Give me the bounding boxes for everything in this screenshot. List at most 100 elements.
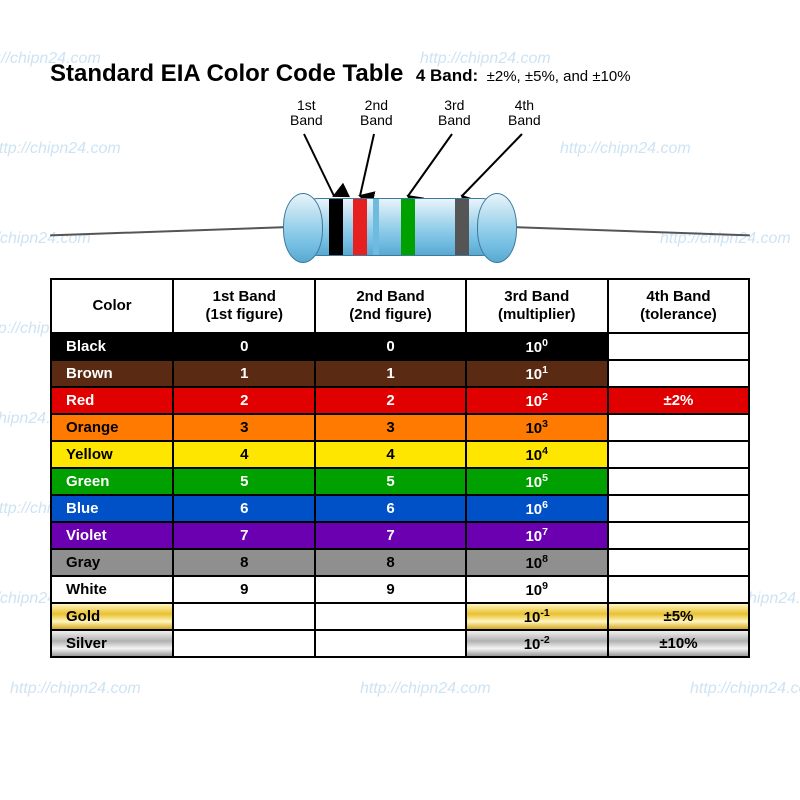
resistor-band-4 [455, 199, 469, 255]
cell-fig1: 0 [173, 333, 315, 360]
cell-tolerance [608, 468, 749, 495]
cell-tolerance: ±2% [608, 387, 749, 414]
cell-multiplier: 100 [466, 333, 608, 360]
resistor-diagram: 1stBand 2ndBand 3rdBand 4thBand [50, 98, 750, 268]
cell-tolerance [608, 549, 749, 576]
table-row: Silver 10-2±10% [51, 630, 749, 657]
resistor-bulge-right [477, 193, 517, 263]
cell-multiplier: 10-1 [466, 603, 608, 630]
table-row: Gold 10-1±5% [51, 603, 749, 630]
cell-color-name: Orange [51, 414, 173, 441]
cell-color-name: Blue [51, 495, 173, 522]
cell-fig1: 2 [173, 387, 315, 414]
title-detail: ±2%, ±5%, and ±10% [487, 68, 631, 85]
cell-fig2: 9 [315, 576, 465, 603]
table-row: Violet77107 [51, 522, 749, 549]
table-row: White99109 [51, 576, 749, 603]
cell-color-name: White [51, 576, 173, 603]
cell-multiplier: 109 [466, 576, 608, 603]
cell-fig1: 8 [173, 549, 315, 576]
cell-fig1 [173, 603, 315, 630]
cell-fig1 [173, 630, 315, 657]
content: Standard EIA Color Code Table 4 Band: ±2… [0, 0, 800, 698]
table-row: Green55105 [51, 468, 749, 495]
table-row: Brown11101 [51, 360, 749, 387]
cell-color-name: Gray [51, 549, 173, 576]
cell-fig2: 3 [315, 414, 465, 441]
cell-color-name: Silver [51, 630, 173, 657]
cell-fig2: 5 [315, 468, 465, 495]
resistor-band-1 [329, 199, 343, 255]
title-sub: 4 Band: [416, 66, 478, 85]
cell-tolerance: ±10% [608, 630, 749, 657]
cell-tolerance [608, 414, 749, 441]
cell-fig1: 4 [173, 441, 315, 468]
cell-tolerance [608, 522, 749, 549]
cell-fig2: 1 [315, 360, 465, 387]
cell-fig1: 6 [173, 495, 315, 522]
cell-fig2: 4 [315, 441, 465, 468]
cell-fig2: 6 [315, 495, 465, 522]
cell-fig2: 8 [315, 549, 465, 576]
cell-multiplier: 101 [466, 360, 608, 387]
cell-fig2: 0 [315, 333, 465, 360]
cell-multiplier: 106 [466, 495, 608, 522]
color-code-table: Color 1st Band(1st figure) 2nd Band(2nd … [50, 278, 750, 658]
cell-multiplier: 104 [466, 441, 608, 468]
title-line: Standard EIA Color Code Table 4 Band: ±2… [50, 60, 750, 88]
cell-fig1: 9 [173, 576, 315, 603]
cell-color-name: Green [51, 468, 173, 495]
cell-color-name: Yellow [51, 441, 173, 468]
cell-fig2 [315, 630, 465, 657]
cell-multiplier: 103 [466, 414, 608, 441]
table-row: Black00100 [51, 333, 749, 360]
th-color: Color [51, 279, 173, 333]
resistor-band-2 [353, 199, 367, 255]
resistor-band-3 [401, 199, 415, 255]
resistor-lead-left [50, 226, 290, 236]
table-body: Black00100Brown11101Red22102±2%Orange331… [51, 333, 749, 657]
th-2nd: 2nd Band(2nd figure) [315, 279, 465, 333]
th-3rd: 3rd Band(multiplier) [466, 279, 608, 333]
cell-multiplier: 108 [466, 549, 608, 576]
cell-fig1: 3 [173, 414, 315, 441]
cell-fig1: 5 [173, 468, 315, 495]
cell-tolerance [608, 441, 749, 468]
cell-color-name: Brown [51, 360, 173, 387]
cell-multiplier: 10-2 [466, 630, 608, 657]
cell-fig1: 7 [173, 522, 315, 549]
cell-color-name: Black [51, 333, 173, 360]
resistor-lead-right [510, 226, 750, 236]
band-label-1: 1stBand [290, 98, 323, 129]
table-row: Gray88108 [51, 549, 749, 576]
cell-multiplier: 105 [466, 468, 608, 495]
cell-tolerance [608, 360, 749, 387]
table-header: Color 1st Band(1st figure) 2nd Band(2nd … [51, 279, 749, 333]
band-label-4: 4thBand [508, 98, 541, 129]
cell-color-name: Red [51, 387, 173, 414]
cell-fig2: 2 [315, 387, 465, 414]
cell-fig2 [315, 603, 465, 630]
cell-fig1: 1 [173, 360, 315, 387]
cell-tolerance [608, 576, 749, 603]
table-row: Red22102±2% [51, 387, 749, 414]
cell-fig2: 7 [315, 522, 465, 549]
cell-multiplier: 102 [466, 387, 608, 414]
resistor-body [290, 198, 510, 256]
cell-tolerance [608, 495, 749, 522]
band-label-2: 2ndBand [360, 98, 393, 129]
cell-tolerance [608, 333, 749, 360]
table-row: Yellow44104 [51, 441, 749, 468]
resistor-bulge-left [283, 193, 323, 263]
cell-color-name: Violet [51, 522, 173, 549]
th-4th: 4th Band(tolerance) [608, 279, 749, 333]
cell-tolerance: ±5% [608, 603, 749, 630]
cell-color-name: Gold [51, 603, 173, 630]
table-row: Orange33103 [51, 414, 749, 441]
th-1st: 1st Band(1st figure) [173, 279, 315, 333]
table-row: Blue66106 [51, 495, 749, 522]
title-main: Standard EIA Color Code Table [50, 60, 403, 87]
resistor-band-gap [373, 199, 379, 255]
cell-multiplier: 107 [466, 522, 608, 549]
band-label-3: 3rdBand [438, 98, 471, 129]
